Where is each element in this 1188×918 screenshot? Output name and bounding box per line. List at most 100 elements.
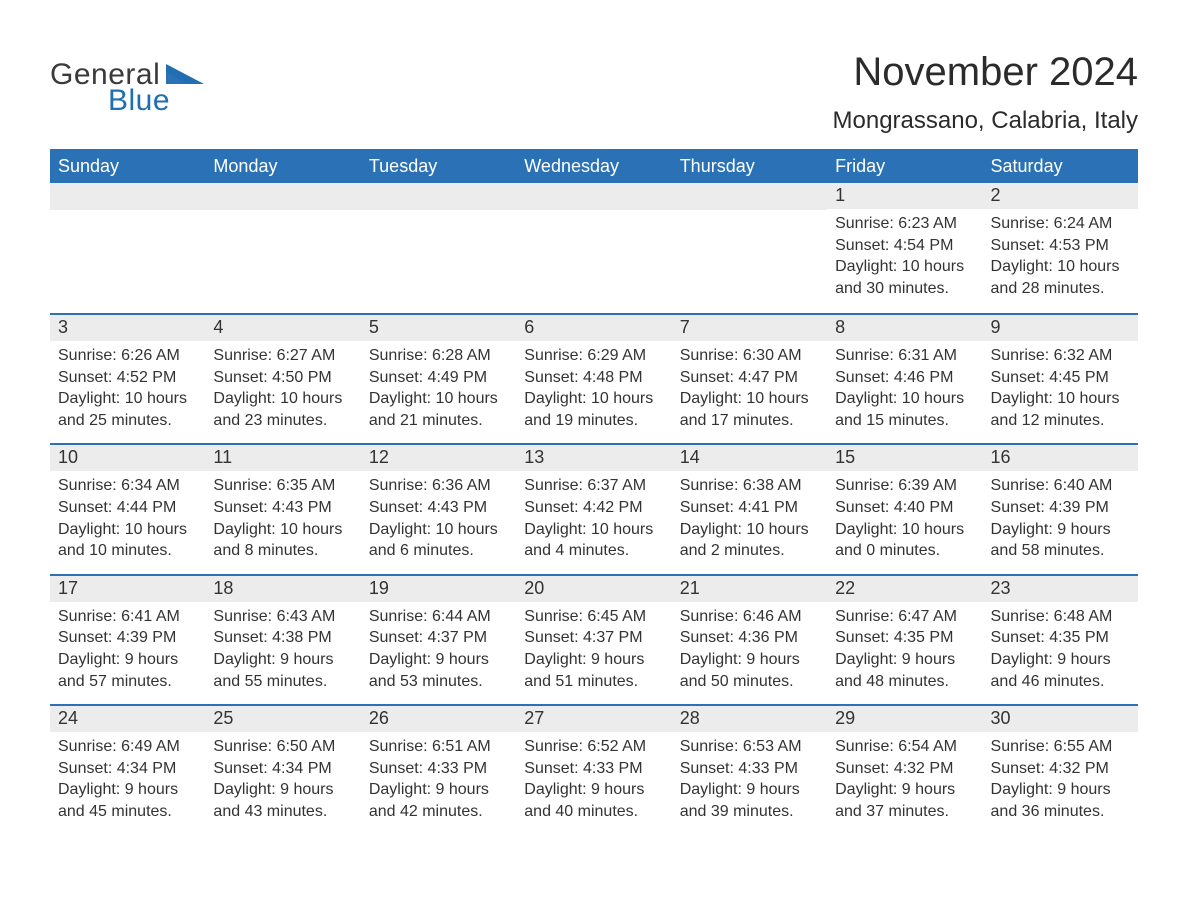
day-body: Sunrise: 6:48 AMSunset: 4:35 PMDaylight:… [983, 602, 1138, 692]
sunset-text: Sunset: 4:45 PM [991, 367, 1130, 389]
day-header: Wednesday [516, 151, 671, 183]
daylight-text: Daylight: 9 hours and 51 minutes. [524, 649, 663, 692]
daylight-text: Daylight: 10 hours and 30 minutes. [835, 256, 974, 299]
day-cell: 1Sunrise: 6:23 AMSunset: 4:54 PMDaylight… [827, 183, 982, 301]
day-header: Saturday [983, 151, 1138, 183]
empty-day-header [361, 183, 516, 210]
sunset-text: Sunset: 4:43 PM [213, 497, 352, 519]
day-number: 12 [361, 445, 516, 471]
location: Mongrassano, Calabria, Italy [833, 107, 1138, 135]
empty-day-header [516, 183, 671, 210]
sunrise-text: Sunrise: 6:39 AM [835, 475, 974, 497]
sunset-text: Sunset: 4:38 PM [213, 627, 352, 649]
sunset-text: Sunset: 4:52 PM [58, 367, 197, 389]
day-cell: 6Sunrise: 6:29 AMSunset: 4:48 PMDaylight… [516, 315, 671, 431]
sunrise-text: Sunrise: 6:40 AM [991, 475, 1130, 497]
day-body: Sunrise: 6:51 AMSunset: 4:33 PMDaylight:… [361, 732, 516, 822]
sunset-text: Sunset: 4:53 PM [991, 235, 1130, 257]
day-number: 29 [827, 706, 982, 732]
week-row: 24Sunrise: 6:49 AMSunset: 4:34 PMDayligh… [50, 704, 1138, 834]
day-cell [361, 183, 516, 301]
day-header-row: SundayMondayTuesdayWednesdayThursdayFrid… [50, 151, 1138, 183]
daylight-text: Daylight: 10 hours and 4 minutes. [524, 519, 663, 562]
day-cell: 17Sunrise: 6:41 AMSunset: 4:39 PMDayligh… [50, 576, 205, 692]
day-body: Sunrise: 6:35 AMSunset: 4:43 PMDaylight:… [205, 471, 360, 561]
day-number: 1 [827, 183, 982, 209]
sunrise-text: Sunrise: 6:31 AM [835, 345, 974, 367]
day-cell: 8Sunrise: 6:31 AMSunset: 4:46 PMDaylight… [827, 315, 982, 431]
day-body: Sunrise: 6:41 AMSunset: 4:39 PMDaylight:… [50, 602, 205, 692]
day-cell: 16Sunrise: 6:40 AMSunset: 4:39 PMDayligh… [983, 445, 1138, 561]
day-number: 3 [50, 315, 205, 341]
day-header: Thursday [672, 151, 827, 183]
daylight-text: Daylight: 10 hours and 19 minutes. [524, 388, 663, 431]
day-body: Sunrise: 6:47 AMSunset: 4:35 PMDaylight:… [827, 602, 982, 692]
day-cell: 13Sunrise: 6:37 AMSunset: 4:42 PMDayligh… [516, 445, 671, 561]
sunset-text: Sunset: 4:49 PM [369, 367, 508, 389]
day-body: Sunrise: 6:55 AMSunset: 4:32 PMDaylight:… [983, 732, 1138, 822]
sunrise-text: Sunrise: 6:28 AM [369, 345, 508, 367]
day-body: Sunrise: 6:44 AMSunset: 4:37 PMDaylight:… [361, 602, 516, 692]
sunset-text: Sunset: 4:42 PM [524, 497, 663, 519]
sunset-text: Sunset: 4:47 PM [680, 367, 819, 389]
day-header: Friday [827, 151, 982, 183]
day-number: 15 [827, 445, 982, 471]
day-body: Sunrise: 6:40 AMSunset: 4:39 PMDaylight:… [983, 471, 1138, 561]
sunset-text: Sunset: 4:44 PM [58, 497, 197, 519]
empty-day-header [672, 183, 827, 210]
sunset-text: Sunset: 4:34 PM [213, 758, 352, 780]
day-cell [672, 183, 827, 301]
week-row: 17Sunrise: 6:41 AMSunset: 4:39 PMDayligh… [50, 574, 1138, 704]
sunset-text: Sunset: 4:41 PM [680, 497, 819, 519]
sunrise-text: Sunrise: 6:24 AM [991, 213, 1130, 235]
day-cell: 14Sunrise: 6:38 AMSunset: 4:41 PMDayligh… [672, 445, 827, 561]
day-number: 23 [983, 576, 1138, 602]
day-body: Sunrise: 6:32 AMSunset: 4:45 PMDaylight:… [983, 341, 1138, 431]
daylight-text: Daylight: 9 hours and 37 minutes. [835, 779, 974, 822]
sunset-text: Sunset: 4:48 PM [524, 367, 663, 389]
day-cell: 19Sunrise: 6:44 AMSunset: 4:37 PMDayligh… [361, 576, 516, 692]
day-body: Sunrise: 6:36 AMSunset: 4:43 PMDaylight:… [361, 471, 516, 561]
empty-day-header [205, 183, 360, 210]
daylight-text: Daylight: 9 hours and 40 minutes. [524, 779, 663, 822]
sunrise-text: Sunrise: 6:48 AM [991, 606, 1130, 628]
day-cell [516, 183, 671, 301]
day-body: Sunrise: 6:38 AMSunset: 4:41 PMDaylight:… [672, 471, 827, 561]
sunrise-text: Sunrise: 6:43 AM [213, 606, 352, 628]
logo-word2: Blue [108, 84, 170, 118]
sunset-text: Sunset: 4:37 PM [369, 627, 508, 649]
daylight-text: Daylight: 9 hours and 39 minutes. [680, 779, 819, 822]
sunset-text: Sunset: 4:35 PM [991, 627, 1130, 649]
day-number: 14 [672, 445, 827, 471]
day-cell: 7Sunrise: 6:30 AMSunset: 4:47 PMDaylight… [672, 315, 827, 431]
sunrise-text: Sunrise: 6:53 AM [680, 736, 819, 758]
week-row: 10Sunrise: 6:34 AMSunset: 4:44 PMDayligh… [50, 443, 1138, 573]
day-cell: 27Sunrise: 6:52 AMSunset: 4:33 PMDayligh… [516, 706, 671, 822]
day-cell: 12Sunrise: 6:36 AMSunset: 4:43 PMDayligh… [361, 445, 516, 561]
day-body: Sunrise: 6:52 AMSunset: 4:33 PMDaylight:… [516, 732, 671, 822]
sunrise-text: Sunrise: 6:55 AM [991, 736, 1130, 758]
sunrise-text: Sunrise: 6:26 AM [58, 345, 197, 367]
day-body: Sunrise: 6:39 AMSunset: 4:40 PMDaylight:… [827, 471, 982, 561]
daylight-text: Daylight: 9 hours and 43 minutes. [213, 779, 352, 822]
day-body: Sunrise: 6:50 AMSunset: 4:34 PMDaylight:… [205, 732, 360, 822]
sunrise-text: Sunrise: 6:54 AM [835, 736, 974, 758]
day-cell: 25Sunrise: 6:50 AMSunset: 4:34 PMDayligh… [205, 706, 360, 822]
sunrise-text: Sunrise: 6:51 AM [369, 736, 508, 758]
title-block: November 2024 Mongrassano, Calabria, Ita… [833, 50, 1138, 135]
daylight-text: Daylight: 9 hours and 50 minutes. [680, 649, 819, 692]
day-header: Tuesday [361, 151, 516, 183]
sunset-text: Sunset: 4:32 PM [991, 758, 1130, 780]
daylight-text: Daylight: 10 hours and 12 minutes. [991, 388, 1130, 431]
day-number: 20 [516, 576, 671, 602]
sunrise-text: Sunrise: 6:35 AM [213, 475, 352, 497]
sunset-text: Sunset: 4:35 PM [835, 627, 974, 649]
sunrise-text: Sunrise: 6:32 AM [991, 345, 1130, 367]
daylight-text: Daylight: 10 hours and 2 minutes. [680, 519, 819, 562]
sunrise-text: Sunrise: 6:30 AM [680, 345, 819, 367]
day-number: 7 [672, 315, 827, 341]
sunrise-text: Sunrise: 6:27 AM [213, 345, 352, 367]
day-body: Sunrise: 6:23 AMSunset: 4:54 PMDaylight:… [827, 209, 982, 299]
daylight-text: Daylight: 9 hours and 36 minutes. [991, 779, 1130, 822]
daylight-text: Daylight: 9 hours and 55 minutes. [213, 649, 352, 692]
